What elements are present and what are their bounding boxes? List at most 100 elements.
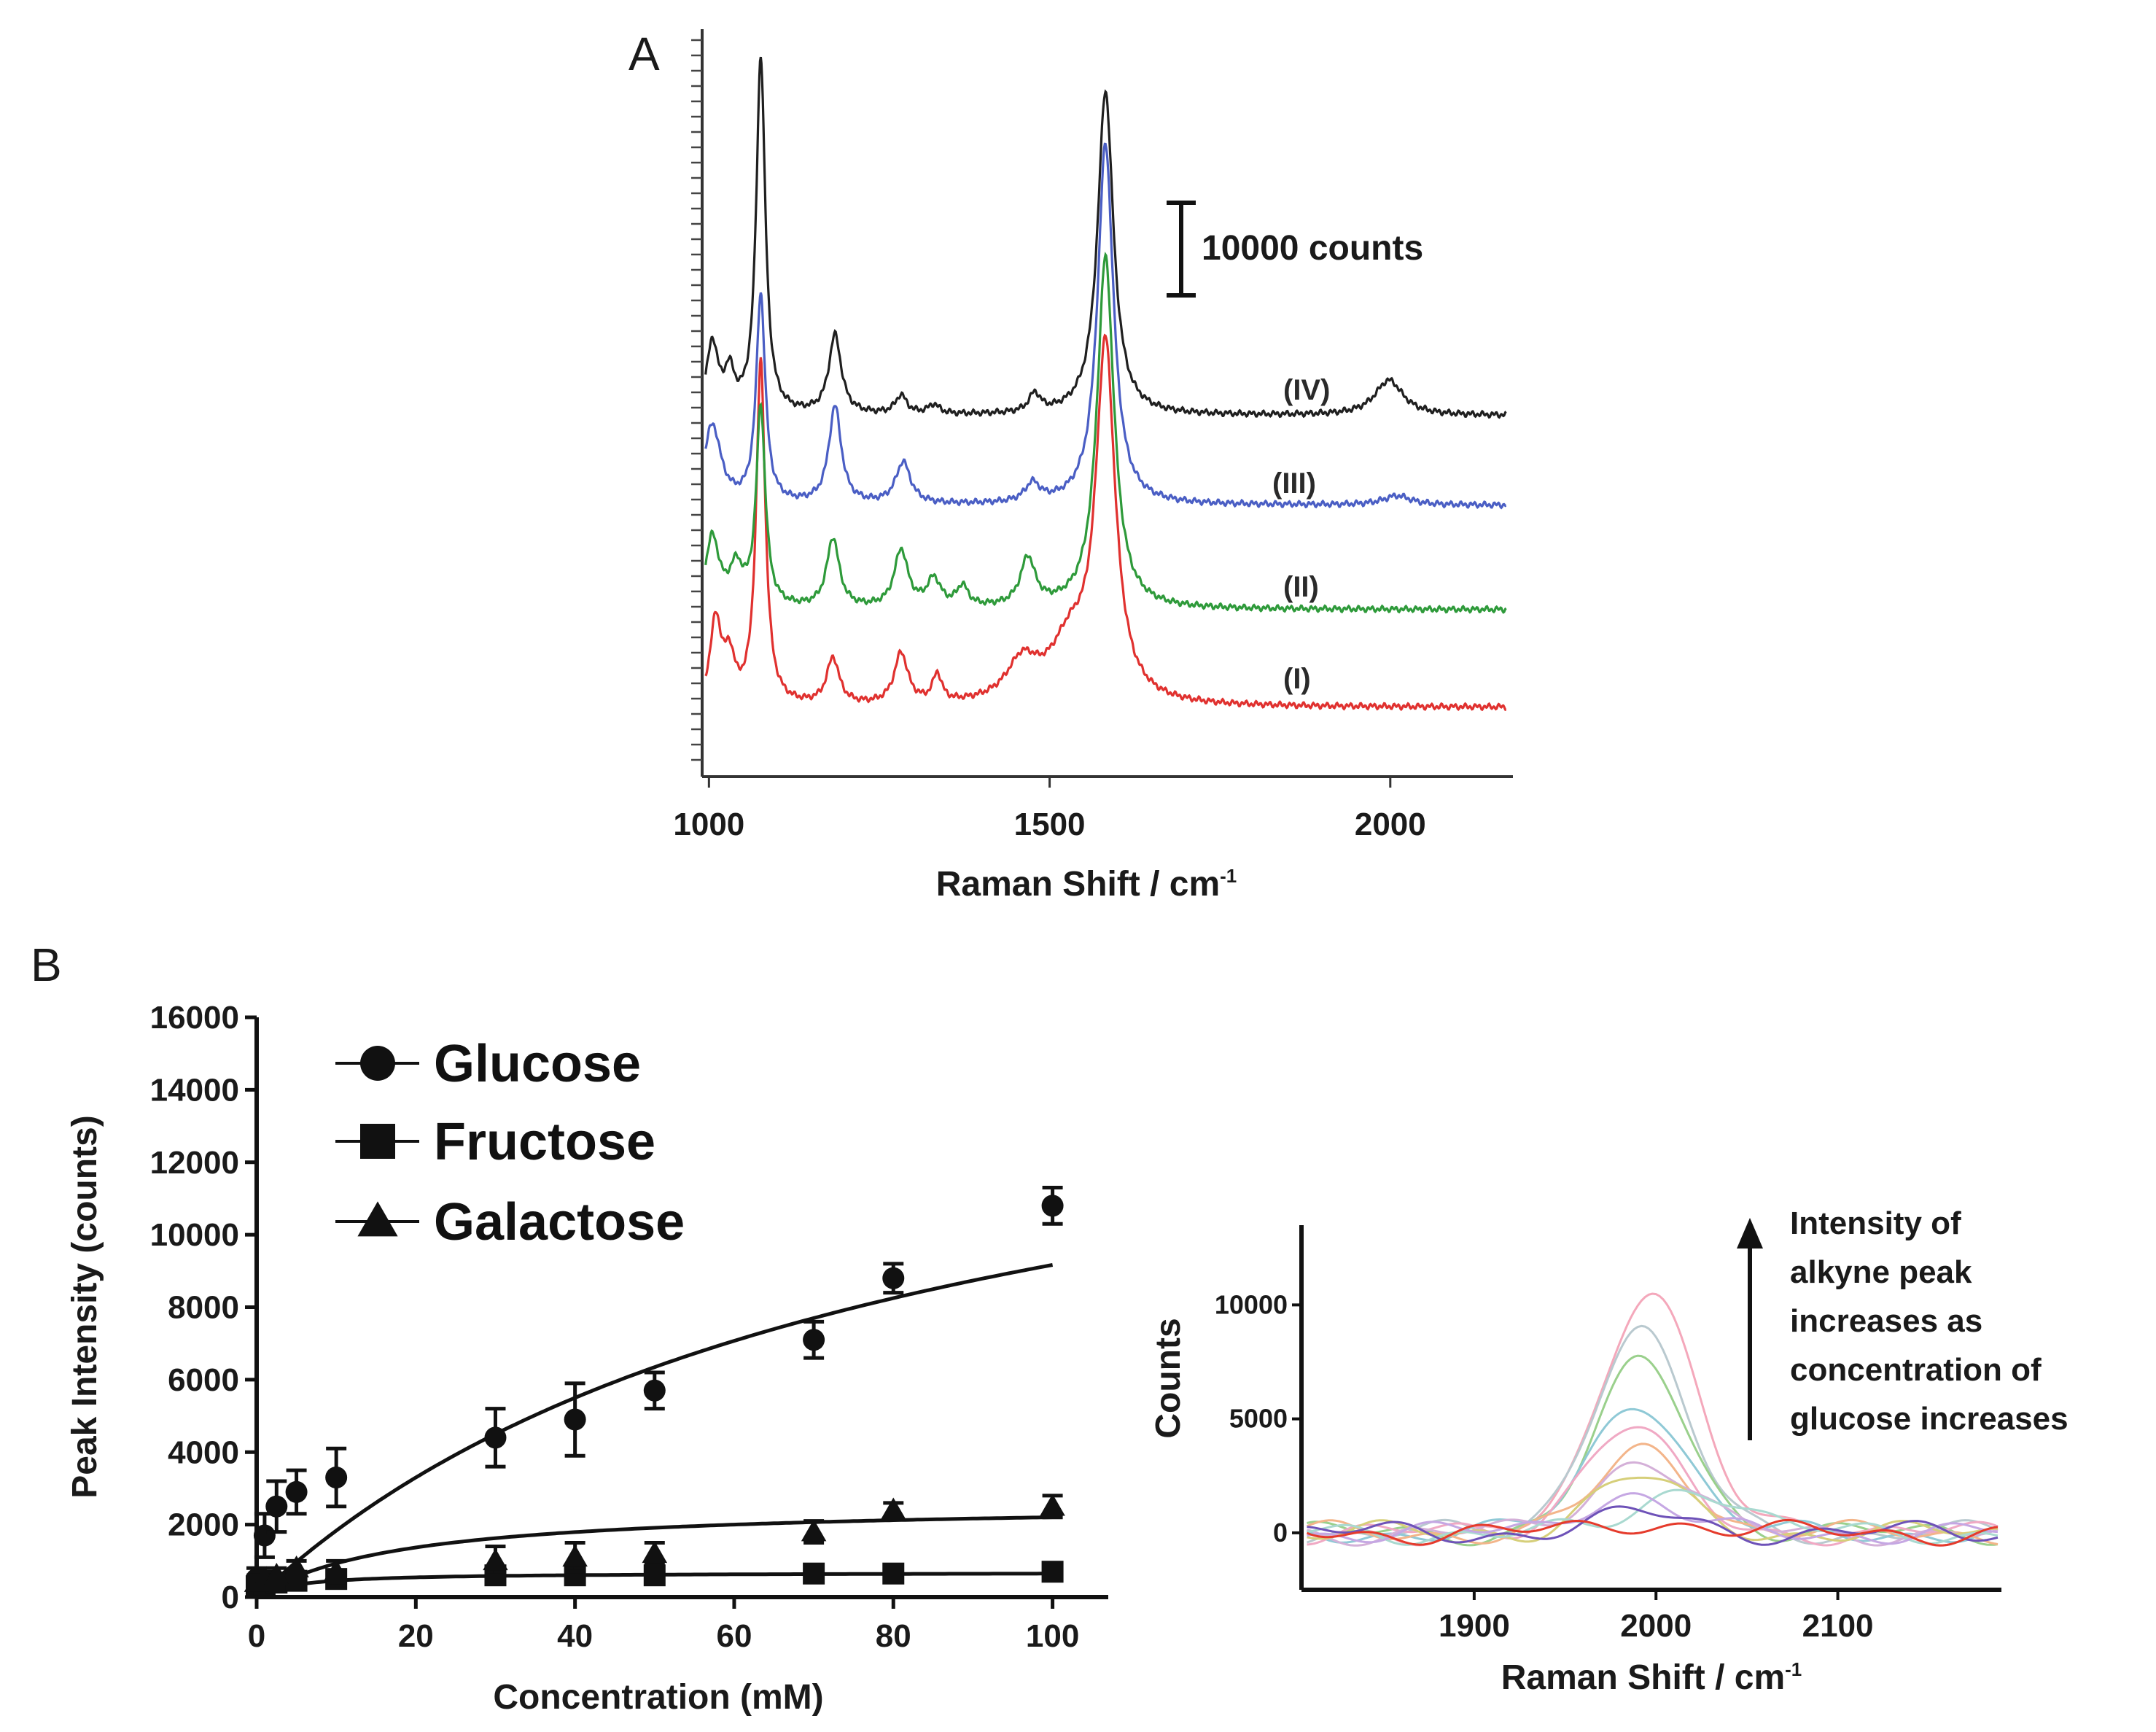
panel-a-traces	[704, 56, 1507, 712]
panel-b-x-ticks: 0 20 40 60 80 100	[248, 1597, 1079, 1654]
legend-label-glucose: Glucose	[434, 1035, 641, 1093]
arrow-head	[1737, 1218, 1763, 1248]
panel-b-x-axis-title: Concentration (mM)	[493, 1678, 823, 1717]
inset-trace-2	[1307, 1324, 1999, 1545]
fructose-point	[1041, 1561, 1064, 1583]
panel-a-x-tick-label: 1000	[673, 807, 744, 842]
panel-b-y-ticks: 0 2000 4000 6000 8000 10000 12000 14000 16000	[150, 1000, 257, 1615]
panel-b-y-tick-label: 0	[222, 1580, 239, 1615]
annotation-line: alkyne peak	[1790, 1254, 1972, 1290]
galactose-point	[264, 1562, 289, 1585]
panel-a-x-axis-title: Raman Shift / cm-1	[936, 865, 1237, 904]
legend-marker-glucose	[360, 1046, 395, 1081]
panel-b-x-tick-label: 20	[398, 1618, 434, 1654]
legend-marker-fructose	[360, 1124, 395, 1159]
glucose-point	[1041, 1195, 1064, 1217]
inset-trace-12	[1306, 1518, 1999, 1547]
inset-trace-8	[1307, 1476, 1999, 1543]
inset-trace-11	[1307, 1505, 1999, 1546]
panel-a-x-tick-label: 2000	[1355, 807, 1426, 842]
panel-b-x-tick-label: 80	[876, 1618, 911, 1654]
panel-b-x-tick-label: 100	[1026, 1618, 1079, 1654]
panel-b-y-tick-label: 12000	[150, 1145, 239, 1181]
increase-arrow	[1737, 1218, 1763, 1440]
panel-b-y-axis-title: Peak Intensity (counts)	[66, 1115, 104, 1498]
inset-trace-7	[1307, 1461, 1999, 1547]
annotation-line: glucose increases	[1790, 1401, 2069, 1437]
panel-a-x-tick-label: 1500	[1014, 807, 1086, 842]
glucose-point	[253, 1524, 276, 1547]
fit-curve-galactose	[255, 1515, 1053, 1599]
panel-b-y-tick-label: 4000	[168, 1434, 239, 1470]
scale-bar: 10000 counts	[1167, 201, 1423, 298]
galactose-point	[562, 1545, 588, 1567]
panel-a-trace-4	[704, 56, 1507, 419]
inset-y-tick-label: 0	[1273, 1518, 1288, 1547]
panel-b-y-tick-label: 10000	[150, 1217, 239, 1253]
glucose-point	[643, 1379, 666, 1402]
panel-a-series-label: (II)	[1283, 571, 1319, 603]
inset-y-axis-title: Counts	[1149, 1318, 1188, 1438]
inset-trace-4	[1306, 1407, 1999, 1544]
glucose-point	[265, 1495, 288, 1518]
panel-b-legend: Glucose Fructose Galactose	[335, 1035, 685, 1251]
galactose-point	[881, 1497, 906, 1520]
inset-x-axis-title: Raman Shift / cm-1	[1501, 1658, 1802, 1697]
fructose-point	[803, 1562, 825, 1585]
panel-b-letter: B	[31, 939, 62, 991]
legend-label-fructose: Fructose	[434, 1113, 655, 1171]
inset-spectrum: 0 5000 10000 1900 2000 2100 Counts Raman Shi…	[1149, 1205, 2069, 1697]
glucose-point	[285, 1480, 308, 1503]
glucose-point	[325, 1467, 348, 1489]
inset-annotation: Intensity of alkyne peak increases as conce…	[1790, 1205, 2069, 1437]
glucose-point	[564, 1408, 586, 1431]
fructose-point	[643, 1564, 666, 1587]
panel-a-series-label: (III)	[1272, 467, 1316, 500]
inset-traces	[1306, 1292, 1999, 1547]
panel-b: B 0200040006000800010000120001400016000 …	[31, 939, 1108, 1717]
legend-marker-galactose	[357, 1201, 398, 1237]
panel-a-letter: A	[628, 28, 660, 80]
fit-curve-glucose	[255, 1263, 1054, 1599]
panel-b-x-tick-label: 0	[248, 1618, 265, 1654]
inset-x-tick-label: 2000	[1620, 1608, 1692, 1644]
panel-b-y-tick-label: 2000	[168, 1507, 239, 1543]
glucose-point	[484, 1426, 507, 1449]
panel-a-trace-2	[704, 252, 1507, 614]
galactose-point	[801, 1519, 827, 1542]
inset-x-tick-label: 2100	[1802, 1608, 1874, 1644]
panel-b-y-tick-label: 8000	[168, 1290, 239, 1326]
annotation-line: Intensity of	[1790, 1205, 1961, 1241]
panel-a-series-label: (IV)	[1283, 374, 1330, 406]
inset-x-tick-label: 1900	[1439, 1608, 1510, 1644]
panel-b-y-tick-label: 14000	[150, 1072, 239, 1108]
panel-b-y-tick-label: 6000	[168, 1362, 239, 1398]
panel-a-trace-3	[704, 142, 1507, 510]
annotation-line: increases as	[1790, 1303, 1982, 1339]
inset-y-tick-label: 10000	[1215, 1289, 1288, 1319]
inset-y-ticks: 0 5000 10000	[1215, 1289, 1301, 1547]
galactose-point	[284, 1556, 309, 1577]
glucose-point	[803, 1329, 825, 1351]
panel-b-y-tick-label: 16000	[150, 1000, 239, 1036]
panel-a-series-labels: (I) (II) (III) (IV)	[1272, 374, 1330, 695]
galactose-point	[483, 1548, 508, 1571]
inset-trace-10	[1307, 1492, 1999, 1545]
fructose-point	[882, 1562, 905, 1585]
panel-a-trace-1	[704, 333, 1507, 712]
galactose-point	[642, 1541, 668, 1564]
panel-a-series-label: (I)	[1283, 663, 1311, 695]
glucose-point	[882, 1267, 905, 1289]
panel-a-x-ticks: 1000 1500 2000	[673, 777, 1426, 842]
legend-label-galactose: Galactose	[434, 1193, 685, 1251]
scale-bar-label: 10000 counts	[1202, 229, 1423, 268]
galactose-point	[1040, 1494, 1065, 1516]
galactose-point	[323, 1558, 349, 1581]
panel-b-x-tick-label: 60	[716, 1618, 752, 1654]
annotation-line: concentration of	[1790, 1352, 2042, 1388]
panel-a-y-minor-ticks	[691, 39, 702, 761]
panel-a: A 1000 1500 2000 (I) (II) (III) (IV) 10000 co…	[628, 28, 1513, 904]
panel-b-x-tick-label: 40	[557, 1618, 593, 1654]
inset-y-tick-label: 5000	[1229, 1404, 1288, 1434]
